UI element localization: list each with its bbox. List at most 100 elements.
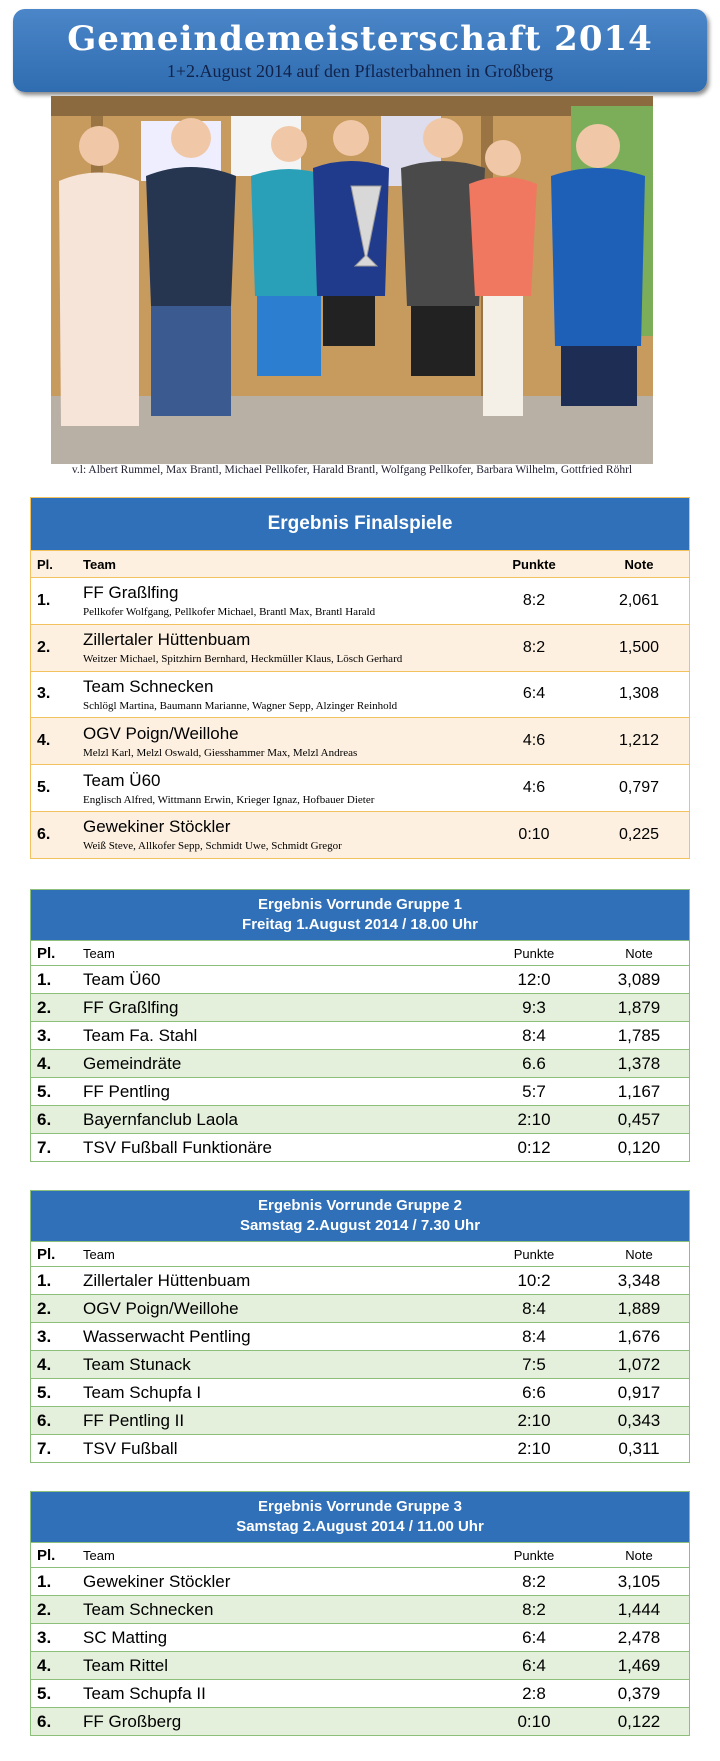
note: 0,457 xyxy=(617,1109,661,1129)
team-photo xyxy=(51,96,653,464)
team: Team Schupfa I xyxy=(83,1382,202,1402)
group-title: Ergebnis Vorrunde Gruppe 3 xyxy=(258,1498,462,1515)
result-row: 2. Zillertaler Hüttenbuam Weitzer Michael,… xyxy=(31,623,689,671)
note: 1,378 xyxy=(617,1053,661,1073)
result-row: 6. FF Großberg 0:10 0,122 xyxy=(31,1707,689,1735)
points: 8:4 xyxy=(522,1025,546,1045)
result-row: 5. Team Ü60 Englisch Alfred, Wittmann Erwi… xyxy=(31,764,689,811)
table-title: Ergebnis Finalspiele xyxy=(31,498,689,550)
team: Wasserwacht Pentling xyxy=(83,1326,251,1346)
result-row: 4. Team Rittel 6:4 1,469 xyxy=(31,1651,689,1679)
team: Team Ü60 xyxy=(83,969,161,989)
result-row: 7. TSV Fußball Funktionäre 0:12 0,120 xyxy=(31,1133,689,1161)
points: 9:3 xyxy=(522,997,546,1017)
points: 8:4 xyxy=(522,1326,546,1346)
table-body: Pl. Team Punkte Note 1. Zillertaler Hüttenbua… xyxy=(31,1241,689,1462)
team-name: OGV Poign/Weillohe xyxy=(83,723,239,743)
note: 1,444 xyxy=(617,1599,661,1619)
note: 1,500 xyxy=(618,638,660,656)
team: FF Graßlfing xyxy=(83,997,179,1017)
team: Team Schupfa II xyxy=(83,1683,206,1703)
header-row: Pl. Team Punkte Note xyxy=(31,1542,689,1567)
points: 8:2 xyxy=(522,591,546,609)
place: 1. xyxy=(37,1270,52,1290)
header-row: Pl. Team Punkte Note xyxy=(31,1241,689,1266)
result-row: 1. Gewekiner Stöckler 8:2 3,105 xyxy=(31,1567,689,1595)
column-header: Punkte xyxy=(513,1547,555,1563)
note: 0,225 xyxy=(618,825,660,843)
note: 3,089 xyxy=(617,969,661,989)
group-title: Ergebnis Vorrunde Gruppe 1 xyxy=(258,896,462,913)
note: 2,061 xyxy=(618,591,660,609)
team: Team Rittel xyxy=(83,1655,169,1675)
points: 6:6 xyxy=(522,1382,546,1402)
result-row: 4. OGV Poign/Weillohe Melzl Karl, Melzl Os… xyxy=(31,717,689,765)
place: 4. xyxy=(37,732,51,750)
team-members: Melzl Karl, Melzl Oswald, Giesshammer Ma… xyxy=(83,746,358,759)
table-title: Ergebnis Vorrunde Gruppe 3 Samstag 2.Augu… xyxy=(31,1492,689,1542)
result-row: 5. Team Schupfa II 2:8 0,379 xyxy=(31,1679,689,1707)
team: Team Fa. Stahl xyxy=(83,1025,198,1045)
result-row: 5. Team Schupfa I 6:6 0,917 xyxy=(31,1378,689,1406)
result-row: 4. Team Stunack 7:5 1,072 xyxy=(31,1350,689,1378)
points: 12:0 xyxy=(517,969,551,989)
note: 0,122 xyxy=(617,1711,661,1731)
place: 5. xyxy=(37,779,51,797)
team: Team Stunack xyxy=(83,1354,191,1374)
title: Gemeindemeisterschaft 2014 xyxy=(67,19,653,59)
result-row: 3. Team Schnecken Schlögl Martina, Baumann… xyxy=(31,670,689,718)
team: Gewekiner Stöckler xyxy=(83,1571,231,1591)
team-members: Englisch Alfred, Wittmann Erwin, Krieger… xyxy=(83,793,375,806)
place: 6. xyxy=(37,1109,52,1129)
column-header: Note xyxy=(624,556,654,572)
team-cell: OGV Poign/Weillohe Melzl Karl, Melzl Oswa… xyxy=(79,724,479,759)
result-row: 5. FF Pentling 5:7 1,167 xyxy=(31,1077,689,1105)
team: Zillertaler Hüttenbuam xyxy=(83,1270,251,1290)
subtitle: 1+2.August 2014 auf den Pflasterbahnen i… xyxy=(166,61,554,81)
result-row: 6. Gewekiner Stöckler Weiß Steve, Allkofer… xyxy=(31,810,689,858)
result-row: 1. Team Ü60 12:0 3,089 xyxy=(31,965,689,993)
table-body: Pl. Team Punkte Note 1. Gewekiner Stöckler 8:2… xyxy=(31,1542,689,1735)
team-members: Weitzer Michael, Spitzhirn Bernhard, Hec… xyxy=(83,653,403,666)
team-members: Pellkofer Wolfgang, Pellkofer Michael, B… xyxy=(83,606,376,619)
note: 0,917 xyxy=(617,1382,661,1402)
points: 8:2 xyxy=(522,1599,546,1619)
note: 0,379 xyxy=(617,1683,661,1703)
note: 1,308 xyxy=(618,685,660,703)
place: 1. xyxy=(37,591,51,609)
column-header: Pl. xyxy=(37,944,56,962)
column-header: Team xyxy=(83,945,115,961)
group-table: Ergebnis Vorrunde Gruppe 2 Samstag 2.Augu… xyxy=(30,1190,690,1463)
team-name: Team Schnecken xyxy=(83,676,214,696)
note: 1,469 xyxy=(617,1655,661,1675)
group-title: Ergebnis Vorrunde Gruppe 2 xyxy=(258,1197,462,1214)
points: 0:10 xyxy=(517,1711,551,1731)
final-table: Ergebnis Finalspiele Pl. Team Punkte Note 1. F… xyxy=(30,497,690,859)
points: 2:10 xyxy=(517,1438,551,1458)
result-row: 1. FF Graßlfing Pellkofer Wolfgang, Pellko… xyxy=(31,577,689,624)
column-header: Note xyxy=(625,945,653,961)
note: 2,478 xyxy=(617,1627,661,1647)
note: 1,167 xyxy=(617,1081,661,1101)
team-cell: Team Ü60 Englisch Alfred, Wittmann Erwin,… xyxy=(79,771,479,806)
team: Team Schnecken xyxy=(83,1599,214,1619)
result-row: 2. Team Schnecken 8:2 1,444 xyxy=(31,1595,689,1623)
team-name: Zillertaler Hüttenbuam xyxy=(83,630,251,650)
points: 2:8 xyxy=(522,1683,546,1703)
place: 6. xyxy=(37,825,51,843)
place: 5. xyxy=(37,1081,52,1101)
header-row: Pl. Team Punkte Note xyxy=(31,940,689,965)
place: 7. xyxy=(37,1438,52,1458)
result-row: 2. FF Graßlfing 9:3 1,879 xyxy=(31,993,689,1021)
note: 0,343 xyxy=(617,1410,661,1430)
points: 8:4 xyxy=(522,1298,546,1318)
note: 3,348 xyxy=(617,1270,661,1290)
column-header: Team xyxy=(83,1246,115,1262)
table-title: Ergebnis Vorrunde Gruppe 1 Freitag 1.Augu… xyxy=(31,890,689,940)
place: 6. xyxy=(37,1410,52,1430)
place: 7. xyxy=(37,1137,52,1157)
group-subtitle: Freitag 1.August 2014 / 18.00 Uhr xyxy=(242,916,478,933)
place: 5. xyxy=(37,1683,52,1703)
note: 1,072 xyxy=(617,1354,661,1374)
